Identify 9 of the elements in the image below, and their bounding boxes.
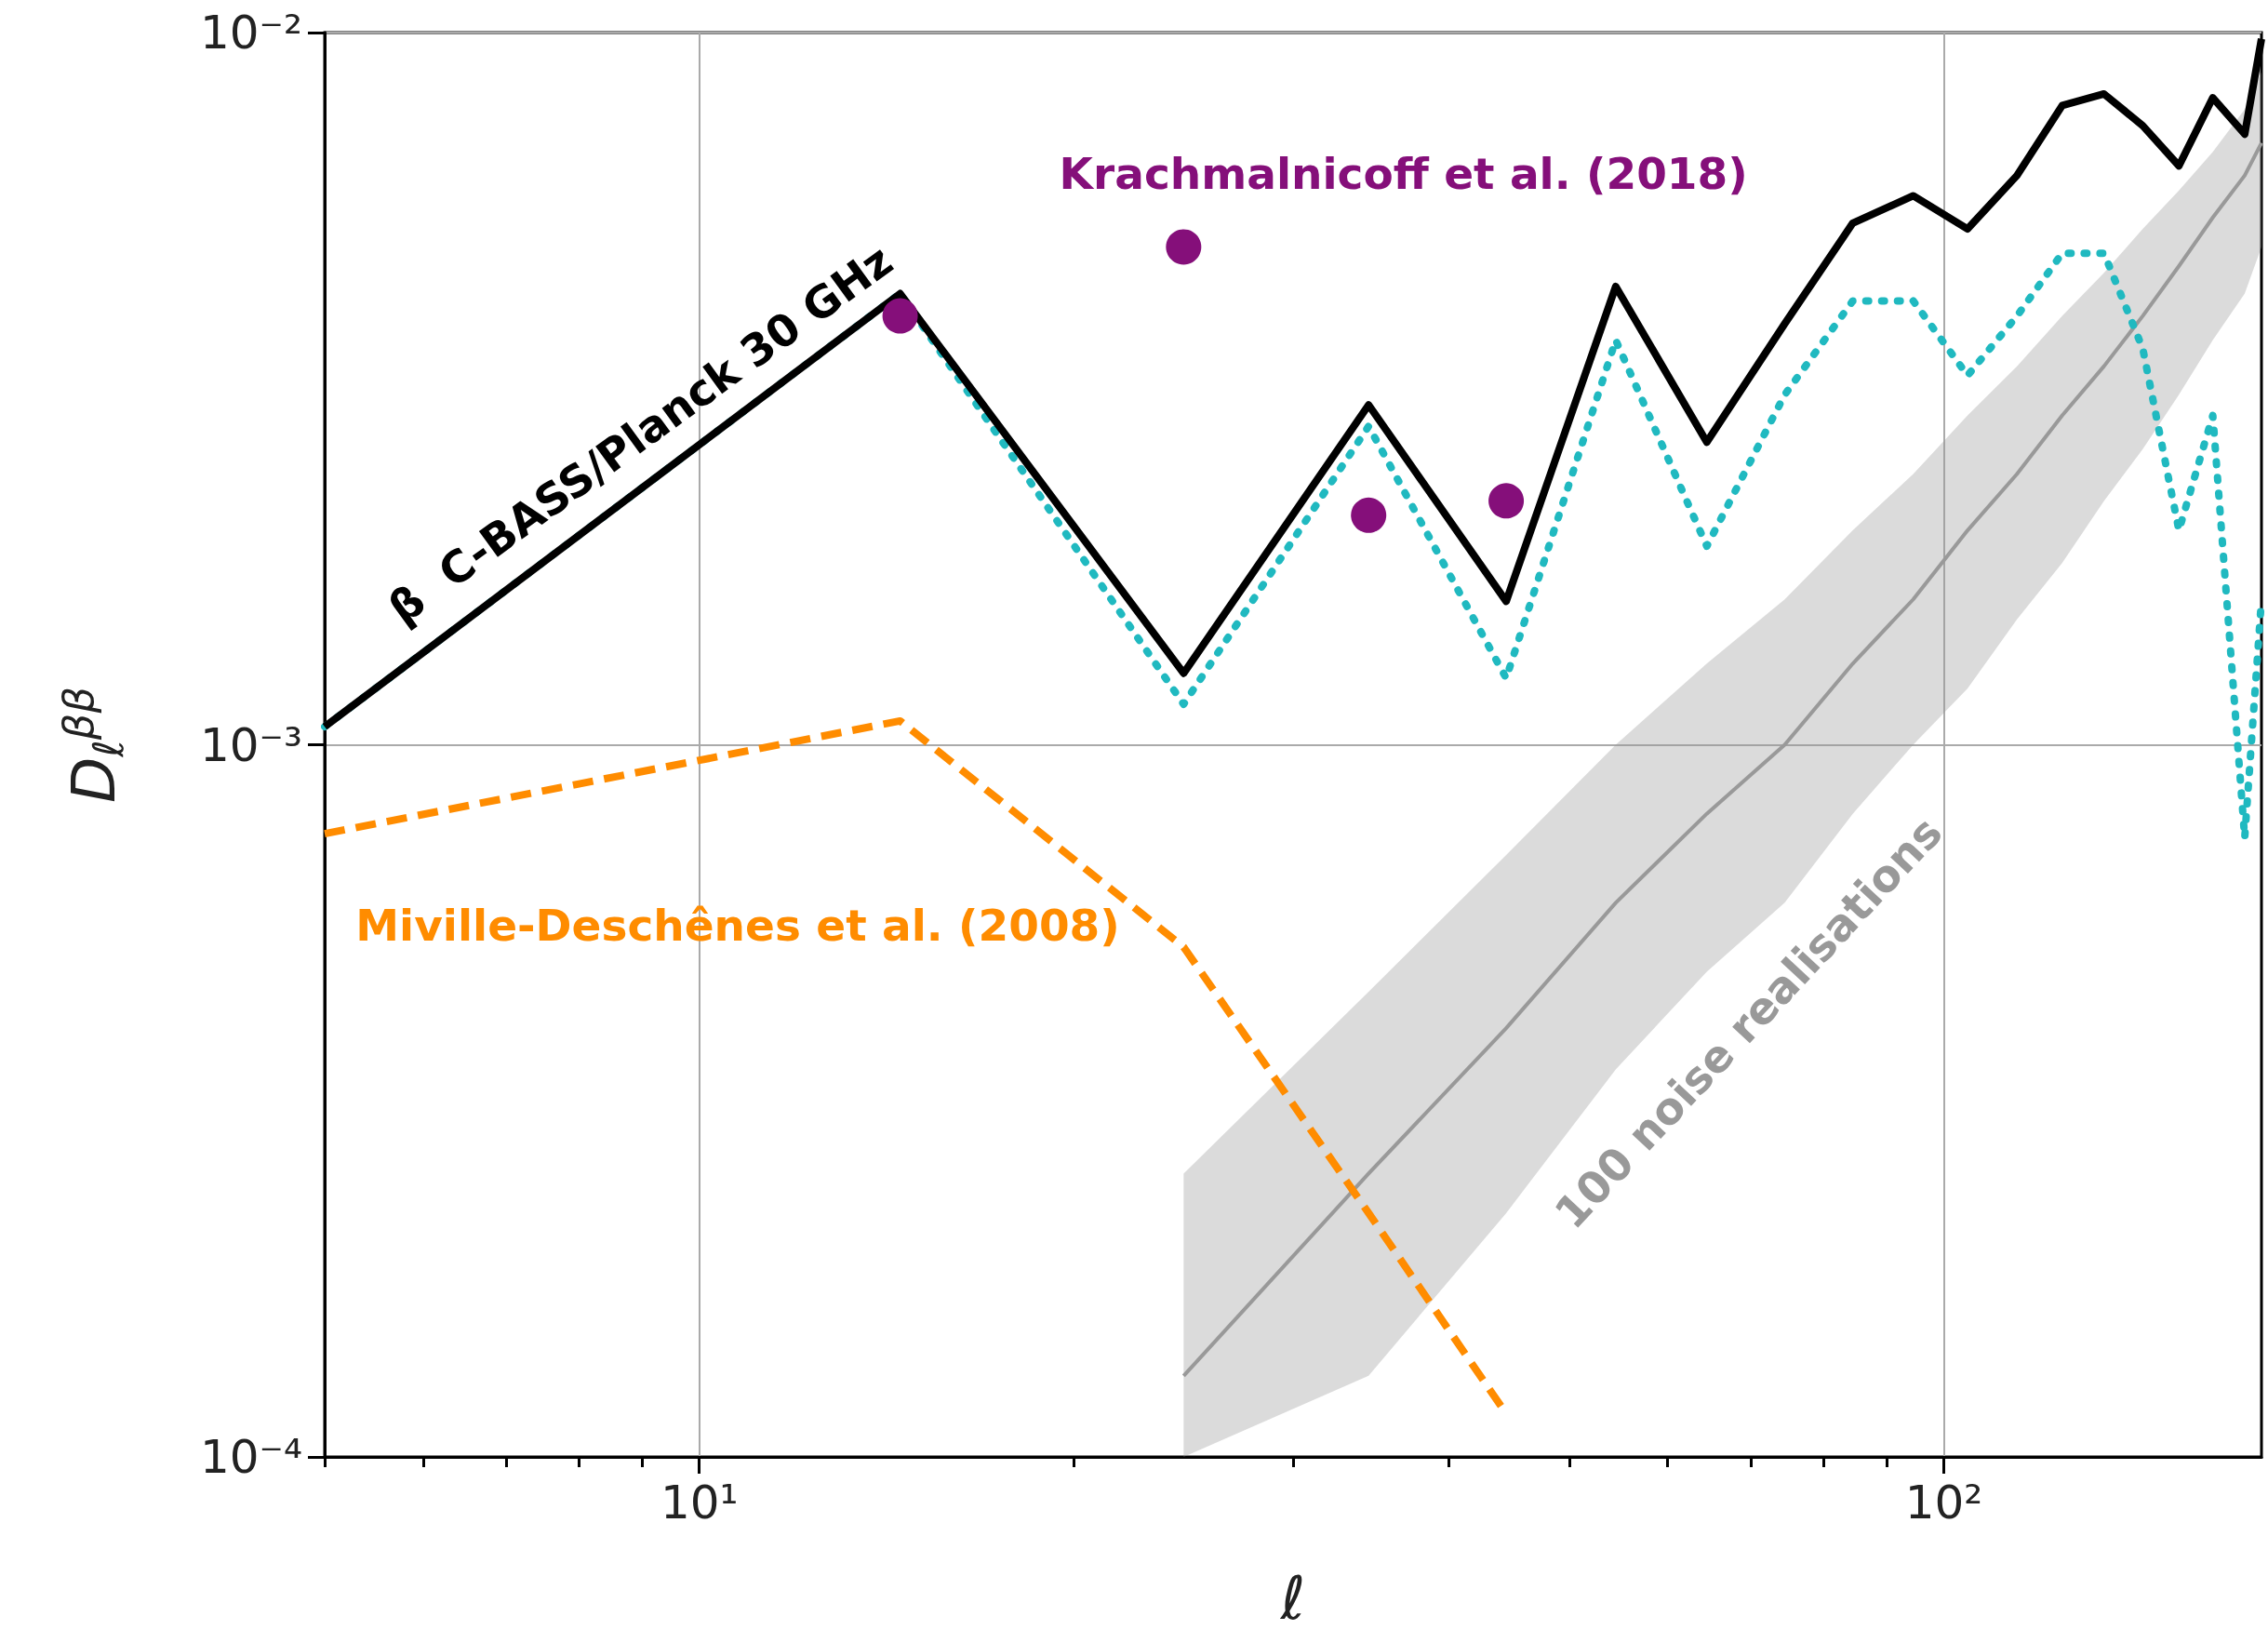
series-label: Miville-Deschênes et al. (2008) [355,900,1120,952]
y-axis-title: Dℓββ [54,687,133,803]
x-tick-label: 10² [1904,1476,1983,1529]
x-axis-title: ℓ [1279,1564,1306,1633]
y-tick-label: 10⁻⁴ [199,1430,302,1484]
y-tick-label: 10⁻² [199,6,302,60]
x-tick-label: 10¹ [660,1476,739,1529]
y-tick-label: 10⁻³ [199,717,302,772]
text: Krachmalnicoff et al. (2018) [1059,148,1748,200]
